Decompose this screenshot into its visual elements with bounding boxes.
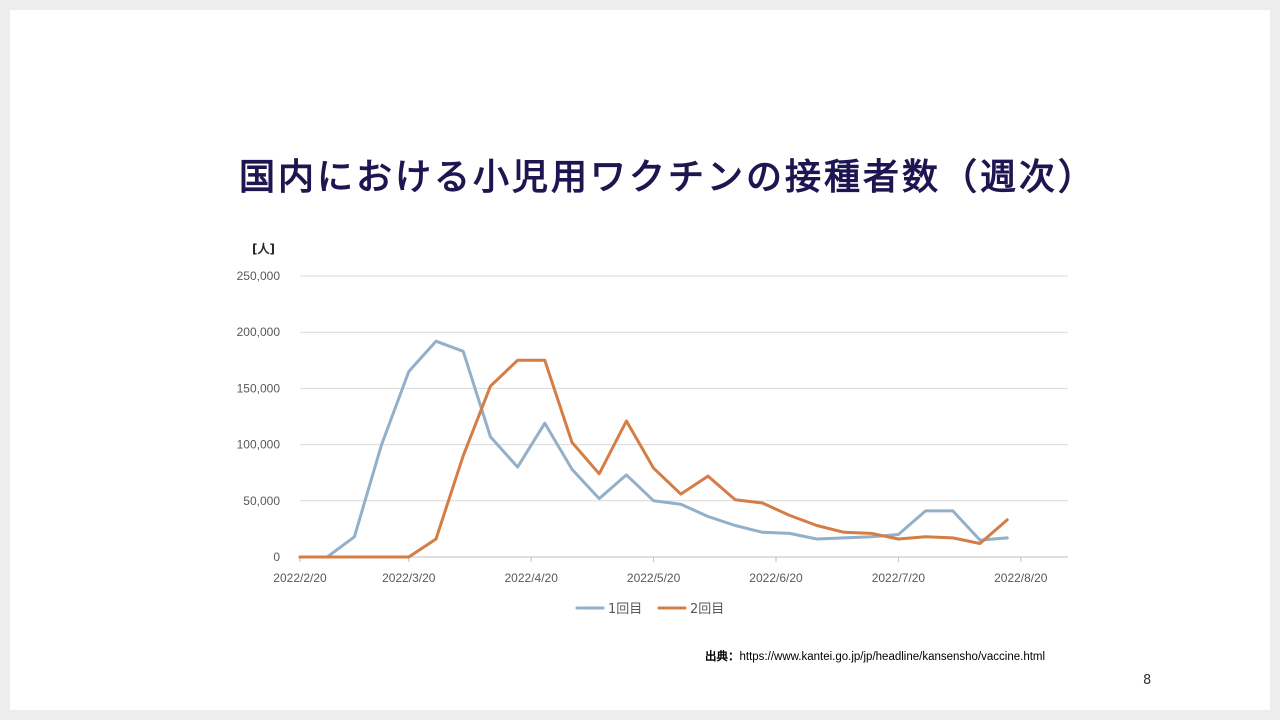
y-tick-label: 150,000 xyxy=(237,381,281,395)
x-tick-label: 2022/2/20 xyxy=(273,571,327,585)
y-tick-label: 0 xyxy=(273,550,280,564)
x-tick-label: 2022/5/20 xyxy=(627,571,681,585)
series-line-2 xyxy=(298,358,1009,559)
y-tick-label: 250,000 xyxy=(237,269,281,283)
y-tick-label: 100,000 xyxy=(237,438,281,452)
x-tick-label: 2022/3/20 xyxy=(382,571,436,585)
x-tick-label: 2022/4/20 xyxy=(505,571,559,585)
x-tick-label: 2022/6/20 xyxy=(749,571,803,585)
legend-label-2: 2回目 xyxy=(690,602,724,617)
x-tick-label: 2022/7/20 xyxy=(872,571,926,585)
line-chart: 0 50,000 100,000 150,000 200,000 250,000 2022/… xyxy=(237,241,1068,617)
series-line-1 xyxy=(298,339,1009,559)
source-url: https://www.kantei.go.jp/jp/headline/kan… xyxy=(739,651,1046,663)
slide: 国内における小児用ワクチンの接種者数（週次） 0 50,000 100,000 150… xyxy=(10,10,1270,710)
page-number: 8 xyxy=(1143,673,1152,688)
source-note: 出典：https://www.kantei.go.jp/jp/headline/… xyxy=(705,648,1045,664)
source-label: 出典： xyxy=(705,651,740,663)
x-tick-label: 2022/8/20 xyxy=(994,571,1048,585)
y-tick-label: 200,000 xyxy=(237,325,281,339)
y-axis-label: [人] xyxy=(252,241,275,256)
page-title: 国内における小児用ワクチンの接種者数（週次） xyxy=(238,157,1097,198)
y-tick-label: 50,000 xyxy=(243,494,280,508)
legend-label-1: 1回目 xyxy=(608,602,642,617)
